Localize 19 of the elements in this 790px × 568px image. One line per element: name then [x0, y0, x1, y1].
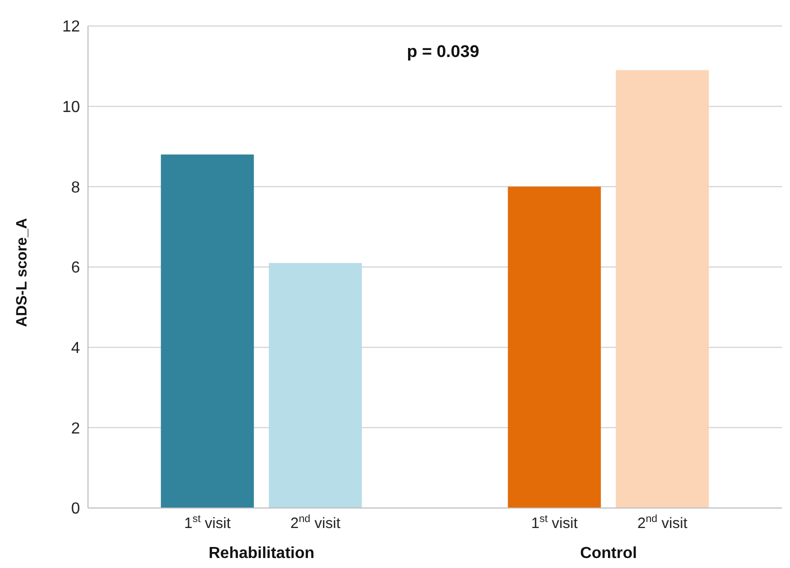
y-axis-title: ADS-L score_A — [13, 218, 30, 327]
y-tick-label: 12 — [62, 18, 80, 36]
annotation: p = 0.039 — [406, 42, 480, 62]
y-tick-label: 8 — [71, 179, 80, 196]
series-label: 1$^{st}$ visit — [184, 513, 232, 532]
y-tick-label: 10 — [62, 99, 80, 116]
bar — [616, 70, 709, 508]
bar — [160, 154, 254, 508]
bar — [268, 262, 362, 508]
series-label: 2$^{nd}$ visit — [290, 513, 342, 532]
y-tick-label: 6 — [71, 260, 80, 277]
text: 2$^{nd}$ visit — [637, 513, 688, 532]
x-tick-label: Control — [580, 545, 637, 562]
y-tick-label: 4 — [71, 340, 80, 358]
text: 1$^{st}$ visit — [531, 513, 578, 532]
y-tick-label: 0 — [71, 500, 80, 518]
y-tick-label: 2 — [71, 420, 80, 438]
bar — [508, 186, 601, 508]
x-tick-label: Rehabilitation — [208, 545, 314, 562]
